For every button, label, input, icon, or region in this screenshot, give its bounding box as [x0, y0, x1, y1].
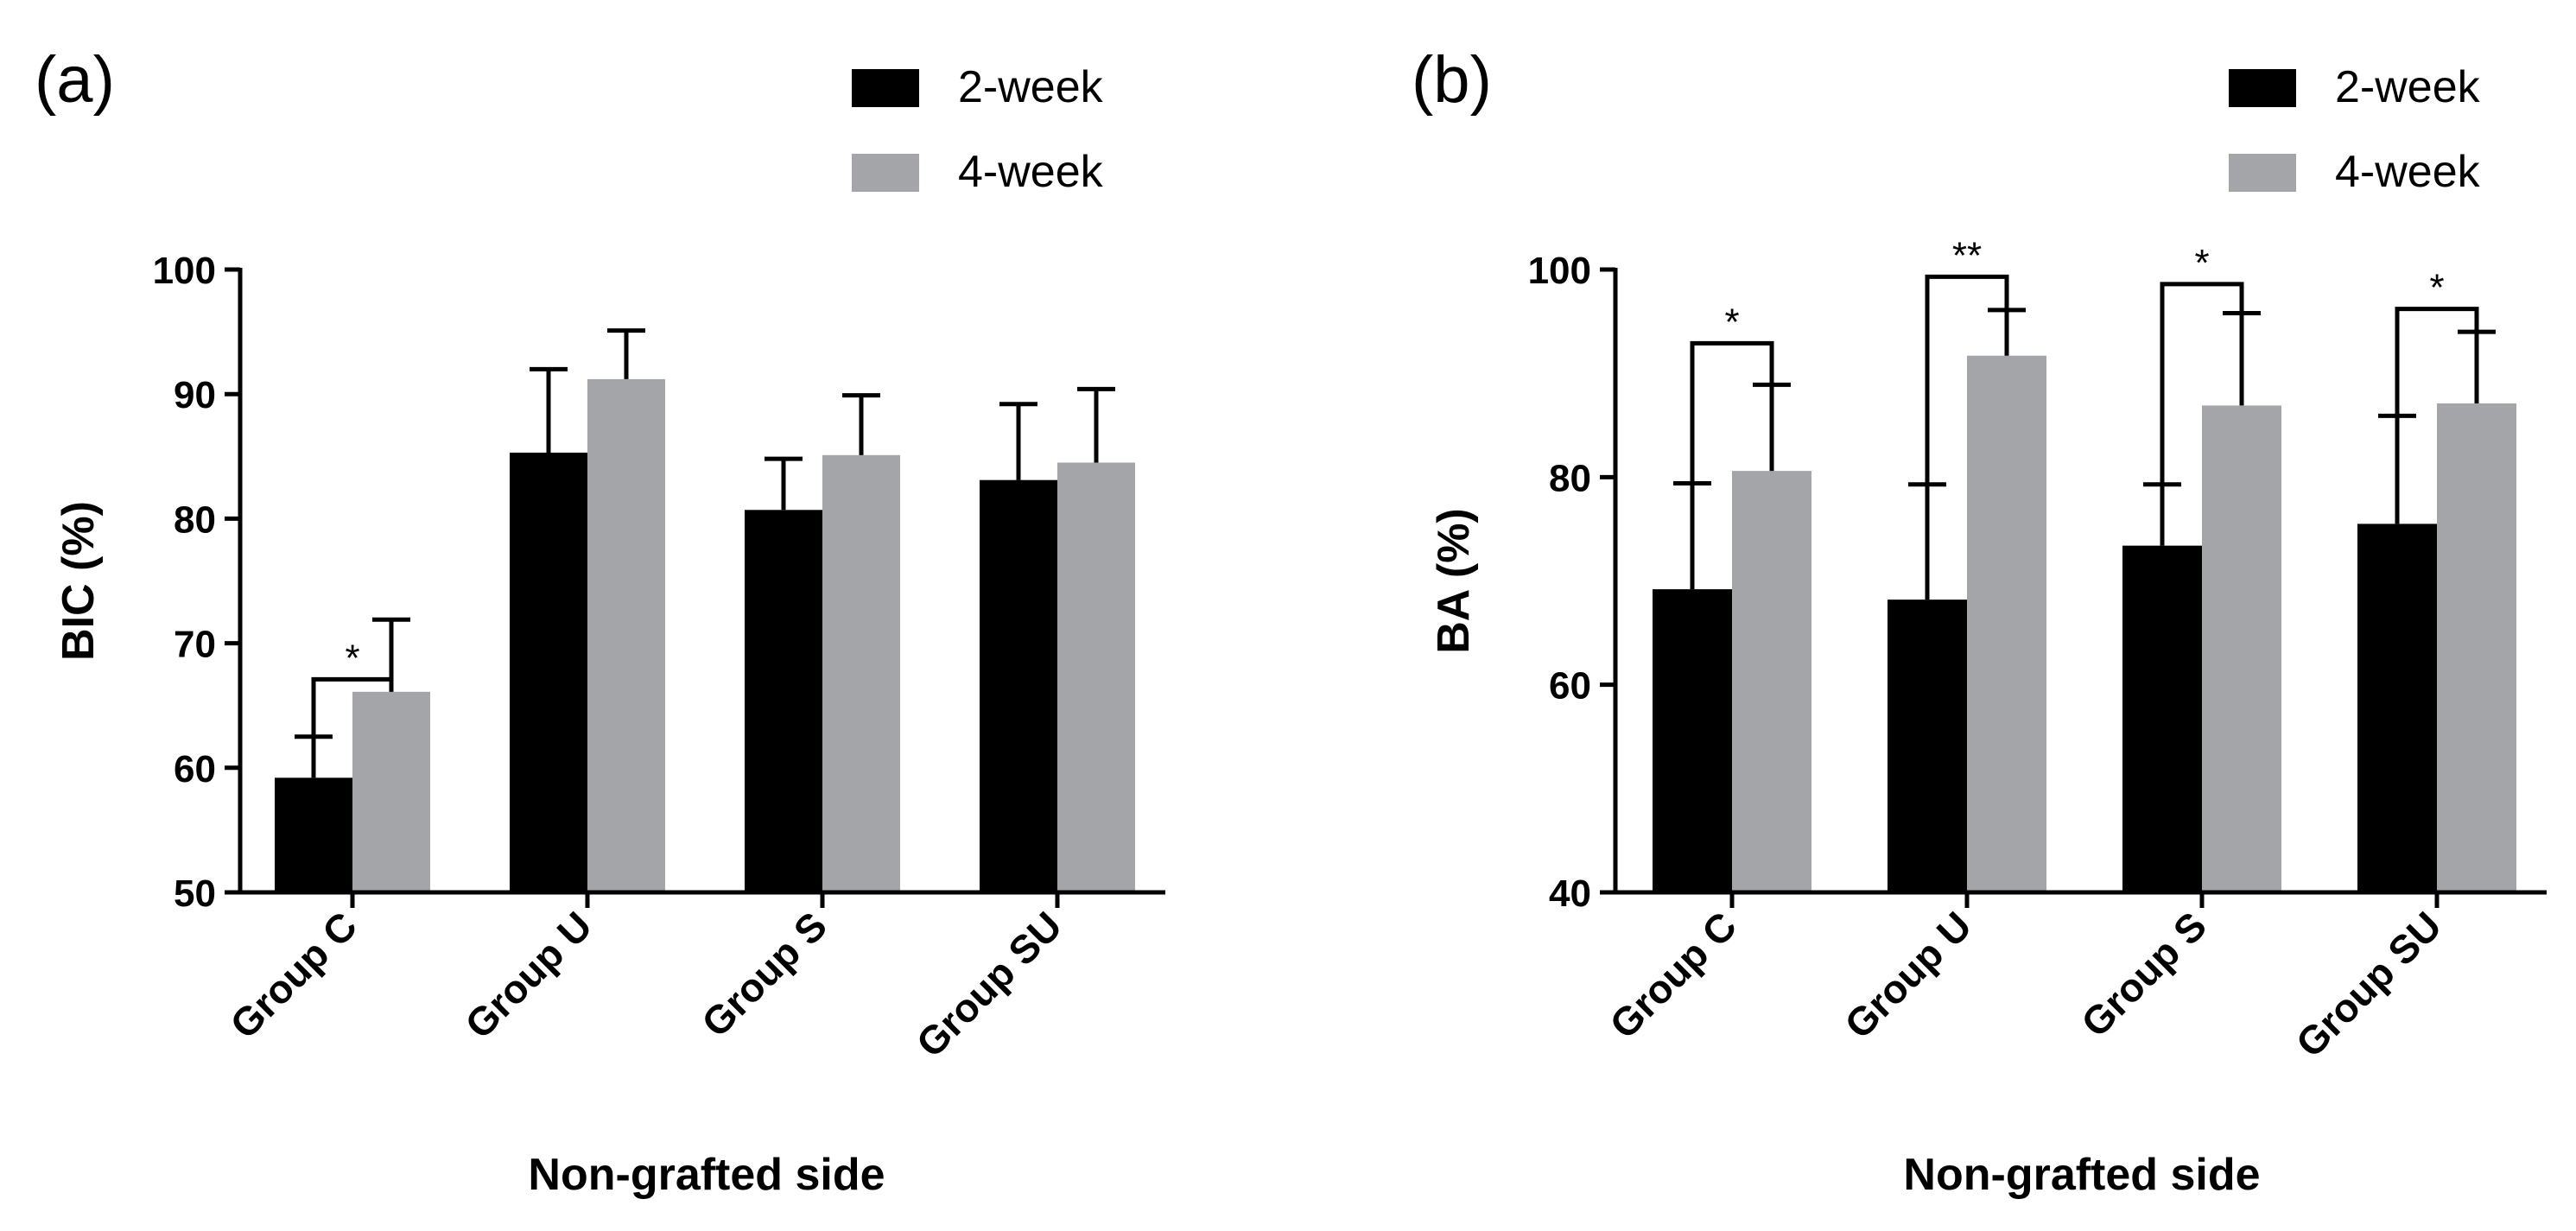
y-tick-label-80: 80 [1549, 457, 1591, 499]
significance-bracket-0 [311, 619, 394, 737]
bar-4-week-3 [1057, 462, 1135, 892]
x-axis-title: Non-grafted side [1903, 1150, 2260, 1200]
legend-swatch-2-week [852, 69, 919, 107]
significance-label-2: * [2194, 242, 2209, 284]
significance-label-3: * [2429, 267, 2444, 309]
significance-label-0: * [1724, 301, 1739, 343]
legend-label-4-week: 4-week [2335, 147, 2481, 197]
y-tick-label-40: 40 [1549, 872, 1591, 915]
legend-swatch-4-week [852, 154, 919, 192]
bar-2-week-0 [275, 777, 352, 892]
category-label-2: Group S [693, 903, 835, 1045]
category-label-1: Group U [1836, 903, 1980, 1047]
category-label-3: Group SU [908, 903, 1071, 1066]
significance-label-0: * [345, 637, 359, 679]
bar-2-week-1 [1888, 600, 1967, 892]
bar-2-week-2 [745, 510, 822, 892]
significance-label-1: ** [1952, 234, 1982, 276]
bar-2-week-1 [510, 452, 587, 892]
significance-bracket-0 [1690, 340, 1774, 484]
legend-label-2-week: 2-week [958, 62, 1104, 112]
bar-4-week-2 [2202, 405, 2281, 892]
y-axis-title: BA (%) [1429, 508, 1479, 654]
significance-bracket-3 [2395, 307, 2479, 416]
bar-4-week-3 [2437, 403, 2516, 892]
panel-label: (b) [1412, 43, 1492, 117]
legend-label-2-week: 2-week [2335, 62, 2481, 112]
category-label-1: Group U [456, 903, 600, 1047]
bar-4-week-0 [352, 691, 430, 892]
y-tick-label-90: 90 [174, 374, 216, 416]
category-label-3: Group SU [2287, 903, 2451, 1066]
bar-2-week-0 [1653, 589, 1732, 892]
y-tick-label-60: 60 [1549, 665, 1591, 708]
panel-label: (a) [35, 43, 115, 117]
significance-bracket-1 [1925, 274, 2009, 485]
bar-2-week-2 [2122, 545, 2202, 892]
legend-label-4-week: 4-week [958, 147, 1104, 197]
bar-4-week-1 [1967, 355, 2046, 892]
legend-swatch-4-week [2229, 154, 2296, 192]
y-tick-label-100: 100 [1528, 250, 1591, 292]
significance-bracket-2 [2160, 282, 2244, 485]
bar-4-week-2 [822, 454, 900, 892]
bar-2-week-3 [2357, 523, 2437, 892]
y-tick-label-100: 100 [153, 250, 216, 292]
y-tick-label-70: 70 [174, 624, 216, 666]
category-label-0: Group C [221, 903, 365, 1047]
bar-4-week-0 [1732, 471, 1811, 892]
y-tick-label-60: 60 [174, 748, 216, 790]
bar-2-week-3 [980, 479, 1057, 892]
panel-a-bic-chart: (a) 2-week 4-week * 50 60 70 80 90 100 Group C Grou… [35, 43, 1165, 1200]
legend-swatch-2-week [2229, 69, 2296, 107]
y-tick-label-80: 80 [174, 498, 216, 541]
x-axis-title: Non-grafted side [528, 1150, 885, 1200]
bar-4-week-1 [587, 378, 665, 892]
category-label-0: Group C [1601, 903, 1745, 1047]
y-tick-label-50: 50 [174, 872, 216, 915]
category-label-2: Group S [2072, 903, 2215, 1045]
y-axis-title: BIC (%) [54, 501, 104, 661]
